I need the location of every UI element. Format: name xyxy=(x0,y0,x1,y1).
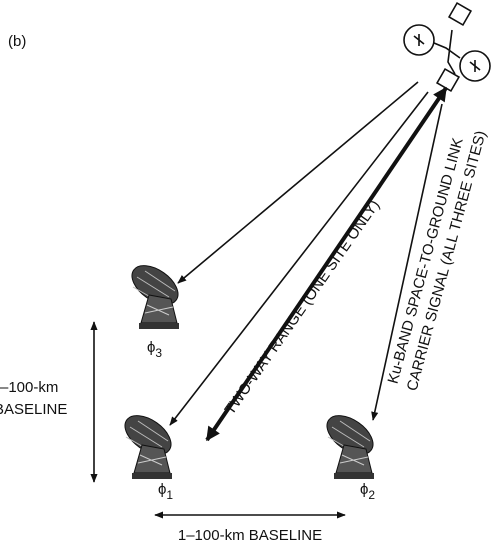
baseline-label: BASELINE xyxy=(0,401,67,418)
site-symbol: ϕ xyxy=(158,481,166,498)
baseline-label: –100-km xyxy=(0,379,58,396)
site-index: 2 xyxy=(368,488,375,502)
site-symbol: ϕ xyxy=(360,481,368,498)
satellite xyxy=(403,1,491,93)
site-label: ϕ1 xyxy=(158,481,173,502)
baseline-label: 1–100-km BASELINE xyxy=(178,527,322,544)
site-label: ϕ3 xyxy=(147,339,162,360)
antenna xyxy=(117,407,179,480)
site-index: 3 xyxy=(155,346,162,360)
range-label: TWO-WAY RANGE (ONE SITE ONLY) xyxy=(221,197,383,418)
range-arrow xyxy=(205,86,448,442)
antenna xyxy=(319,407,381,480)
site-label: ϕ2 xyxy=(360,481,375,502)
site-symbol: ϕ xyxy=(147,339,155,356)
antenna xyxy=(124,257,186,330)
panel-label: (b) xyxy=(8,33,26,50)
site-index: 1 xyxy=(166,488,173,502)
